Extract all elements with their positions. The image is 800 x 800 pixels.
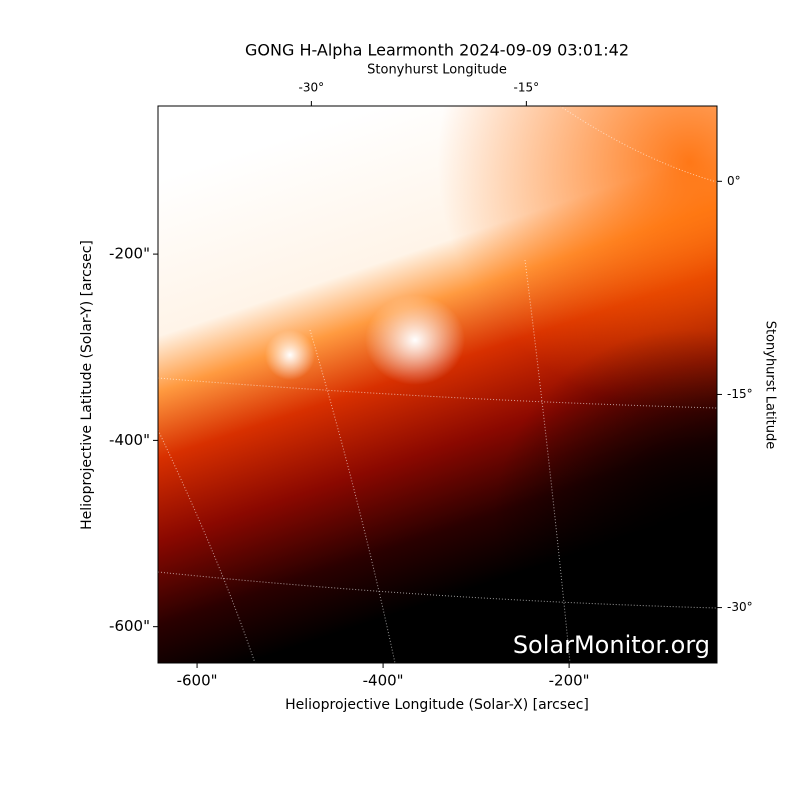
right-tick-label: -15°: [727, 387, 753, 401]
y-tick-label: -200": [109, 245, 150, 263]
right-tick-label: 0°: [727, 174, 741, 188]
x-axis-label: Helioprojective Longitude (Solar-X) [arc…: [285, 697, 589, 713]
axes-frame: [157, 105, 718, 664]
chart-title: GONG H-Alpha Learmonth 2024-09-09 03:01:…: [245, 41, 629, 60]
y-tick-label: -600": [109, 617, 150, 635]
x-tick-label: -200": [549, 672, 590, 690]
top-tick-label: -30°: [299, 81, 325, 95]
solar-image: [158, 106, 717, 663]
top-tick-label: -15°: [514, 81, 540, 95]
right-axis-label: Stonyhurst Latitude: [763, 321, 778, 450]
y-axis-label: Helioprojective Latitude (Solar-Y) [arcs…: [79, 240, 95, 530]
watermark: SolarMonitor.org: [513, 631, 710, 659]
x-tick-label: -600": [177, 672, 218, 690]
right-tick-label: -30°: [727, 600, 753, 614]
x-tick-label: -400": [363, 672, 404, 690]
top-axis-label: Stonyhurst Longitude: [367, 63, 507, 78]
y-tick-label: -400": [109, 431, 150, 449]
